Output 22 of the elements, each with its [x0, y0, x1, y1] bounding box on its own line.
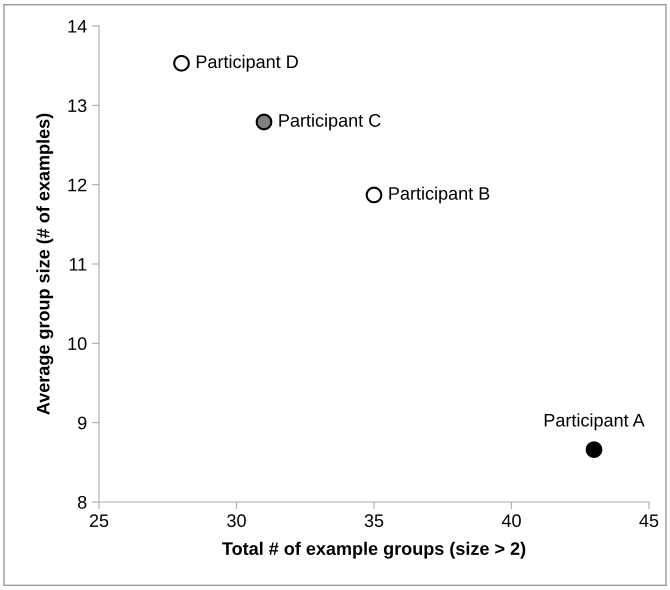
x-tick-label: 45 — [639, 514, 658, 528]
x-tick-label: 25 — [90, 514, 108, 528]
y-tick-label: 10 — [68, 337, 86, 350]
x-tick-label: 30 — [227, 514, 246, 528]
y-tick-label: 9 — [78, 416, 86, 430]
y-tick-label: 11 — [70, 258, 86, 271]
series-label: Participant A — [544, 413, 645, 430]
y-tick-label: 13 — [68, 99, 86, 112]
series-label: Participant C — [279, 114, 381, 130]
series-label: Participant D — [196, 54, 298, 72]
point — [256, 114, 272, 130]
point — [586, 441, 602, 458]
y-axis-title: Average group size (# of examples) — [36, 114, 54, 415]
x-tick-label: 40 — [502, 514, 521, 528]
point — [173, 54, 190, 72]
y-tick-label: 8 — [78, 496, 86, 509]
y-tick-label: 12 — [68, 178, 86, 192]
y-tick-label: 14 — [68, 20, 87, 33]
x-tick-label: 35 — [364, 514, 384, 528]
series-label: Participant B — [389, 186, 490, 204]
point — [366, 186, 382, 204]
x-axis-title: Total # of example groups (size > 2) — [222, 542, 526, 559]
